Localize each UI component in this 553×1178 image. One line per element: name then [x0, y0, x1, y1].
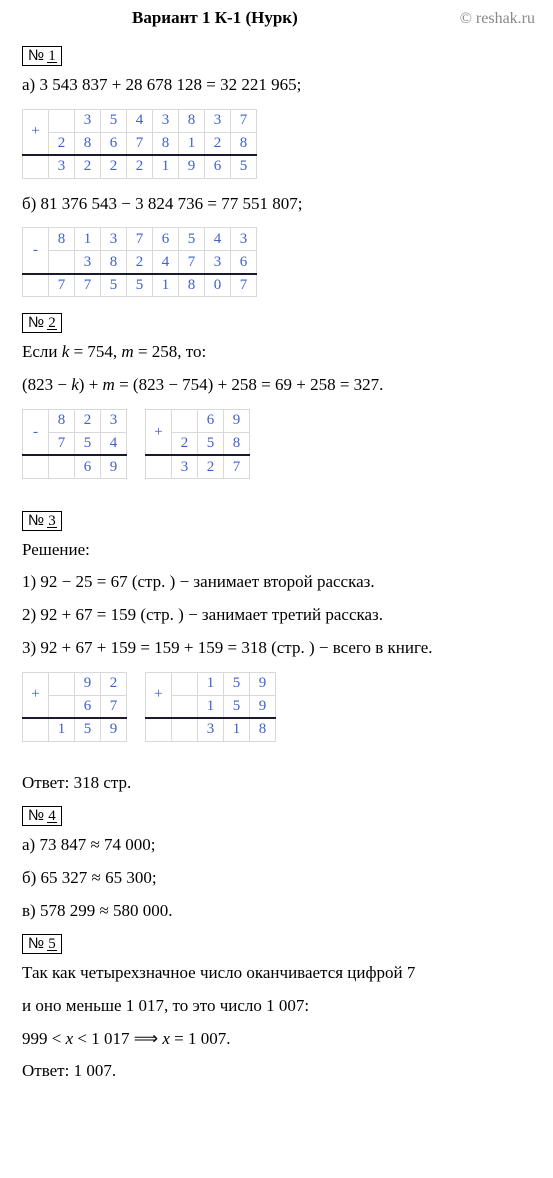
- badge-number: 4: [48, 808, 56, 824]
- variant-title: Вариант 1 К-1 (Нурк): [132, 8, 298, 28]
- badge-number: 5: [48, 936, 56, 952]
- task3-line2: 2) 92 + 67 = 159 (стр. ) − занимает трет…: [22, 606, 535, 625]
- task4-line-c: в) 578 299 ≈ 580 000.: [22, 902, 535, 921]
- task3-answer: Ответ: 318 стр.: [22, 774, 535, 793]
- task1-calc-a: +35438372867812832221965: [22, 109, 257, 179]
- copyright: © reshak.ru: [460, 10, 535, 28]
- task2-line1: Если k = 754, m = 258, то:: [22, 343, 535, 362]
- badge-number: 3: [48, 513, 56, 529]
- task4-line-b: б) 65 327 ≈ 65 300;: [22, 869, 535, 888]
- task3-line3: 3) 92 + 67 + 159 = 159 + 159 = 318 (стр.…: [22, 639, 535, 658]
- task2-line2: (823 − k) + m = (823 − 754) + 258 = 69 +…: [22, 376, 535, 395]
- task5-line1: Так как четырехзначное число оканчиваетс…: [22, 964, 535, 983]
- task5-answer: Ответ: 1 007.: [22, 1062, 535, 1081]
- task5-line2: и оно меньше 1 017, то это число 1 007:: [22, 997, 535, 1016]
- badge-number: 1: [48, 48, 56, 64]
- task-badge-1: № 1: [22, 46, 62, 66]
- task-5: № 5 Так как четырехзначное число оканчив…: [22, 934, 535, 1081]
- badge-symbol: №: [28, 314, 44, 331]
- task2-calc-b: +69258327: [145, 409, 250, 479]
- badge-symbol: №: [28, 807, 44, 824]
- task2-calcs: -82375469 +69258327: [22, 409, 535, 495]
- badge-number: 2: [48, 315, 56, 331]
- task3-line1: 1) 92 − 25 = 67 (стр. ) − занимает второ…: [22, 573, 535, 592]
- task-4: № 4 а) 73 847 ≈ 74 000; б) 65 327 ≈ 65 3…: [22, 806, 535, 920]
- badge-symbol: №: [28, 935, 44, 952]
- task1-line-b: б) 81 376 543 − 3 824 736 = 77 551 807;: [22, 195, 535, 214]
- task2-calc-a: -82375469: [22, 409, 127, 479]
- task-3: № 3 Решение: 1) 92 − 25 = 67 (стр. ) − з…: [22, 511, 535, 792]
- task-badge-4: № 4: [22, 806, 62, 826]
- task-badge-5: № 5: [22, 934, 62, 954]
- task-badge-3: № 3: [22, 511, 62, 531]
- task1-calc-b: -81376543382473677551807: [22, 227, 257, 297]
- task1-line-a: а) 3 543 837 + 28 678 128 = 32 221 965;: [22, 76, 535, 95]
- task5-line3: 999 < x < 1 017 ⟹ x = 1 007.: [22, 1030, 535, 1049]
- task3-heading: Решение:: [22, 541, 535, 560]
- task4-line-a: а) 73 847 ≈ 74 000;: [22, 836, 535, 855]
- task3-calc-a: +9267159: [22, 672, 127, 742]
- task-badge-2: № 2: [22, 313, 62, 333]
- badge-symbol: №: [28, 47, 44, 64]
- task3-calc-b: +159159318: [145, 672, 276, 742]
- task-1: № 1 а) 3 543 837 + 28 678 128 = 32 221 9…: [22, 46, 535, 297]
- badge-symbol: №: [28, 512, 44, 529]
- page-header: Вариант 1 К-1 (Нурк) © reshak.ru: [22, 8, 535, 28]
- task3-calcs: +9267159 +159159318: [22, 672, 535, 758]
- task-2: № 2 Если k = 754, m = 258, то: (823 − k)…: [22, 313, 535, 494]
